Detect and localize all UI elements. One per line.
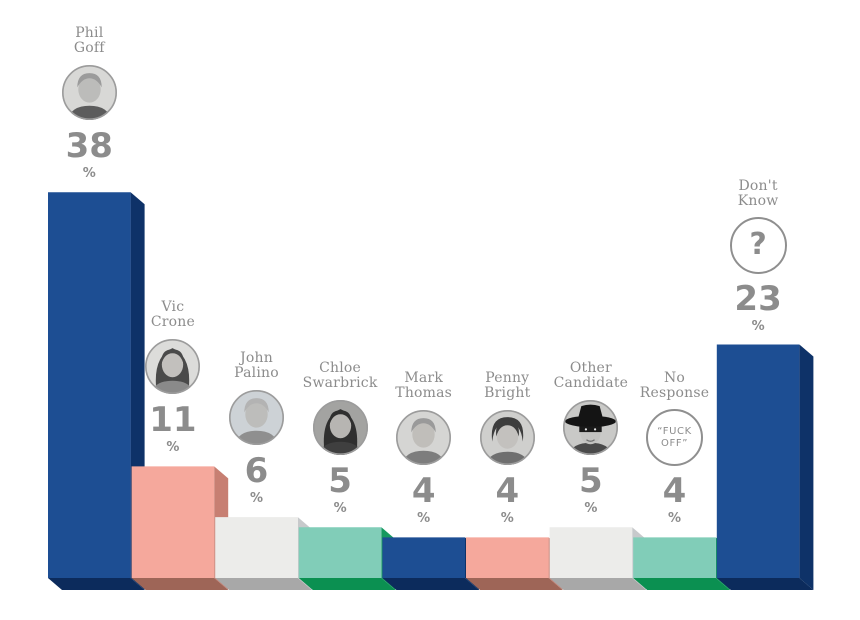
bar-chloe-swarbrick-front (298, 527, 382, 578)
bar-dont-know-side (799, 344, 814, 590)
bar-vic-crone-front (131, 466, 215, 578)
bar-other-candidate-bottom (549, 578, 647, 590)
bar-john-palino-bottom (215, 578, 312, 590)
bar-penny-bright-bottom (466, 578, 563, 590)
bar-phil-goff-bottom (48, 578, 145, 590)
bar-no-response-front (633, 537, 716, 578)
bar-john-palino-front (215, 517, 298, 578)
bar-vic-crone-bottom (131, 578, 229, 590)
bar-penny-bright-front (466, 537, 549, 578)
bar-mark-thomas-bottom (382, 578, 479, 590)
bar-other-candidate-front (549, 527, 633, 578)
bar-mark-thomas-front (382, 537, 465, 578)
bar-dont-know-front (716, 344, 800, 578)
bar-no-response-bottom (633, 578, 730, 590)
bar-chloe-swarbrick-bottom (298, 578, 396, 590)
bar-dont-know-bottom (716, 578, 814, 590)
bar-phil-goff-front (48, 192, 131, 579)
